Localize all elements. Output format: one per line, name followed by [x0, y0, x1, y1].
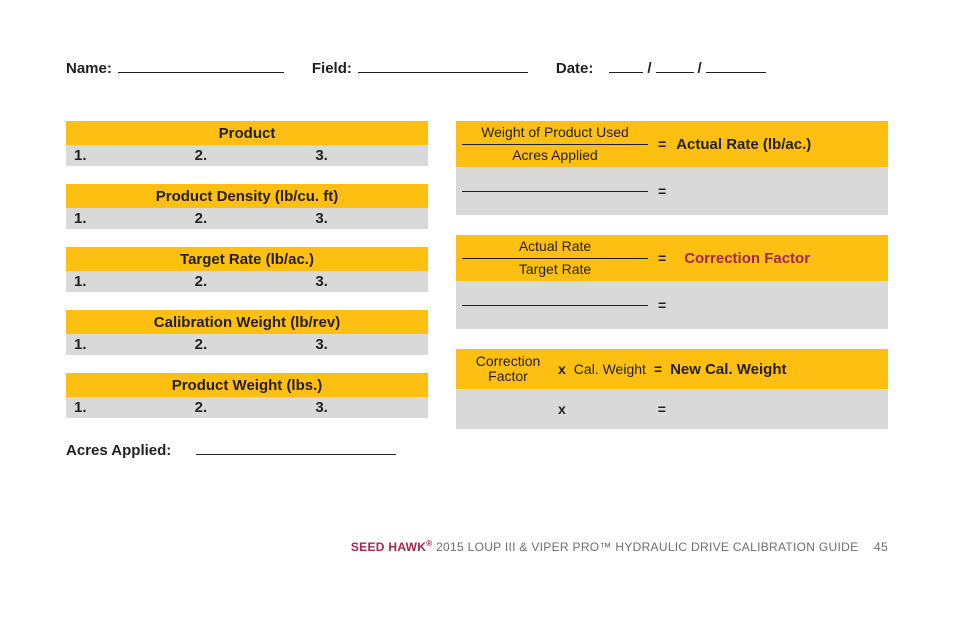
equals-sign: =	[648, 297, 676, 313]
cell[interactable]: 3.	[307, 145, 428, 166]
field-label: Field:	[312, 60, 352, 77]
cell[interactable]: 1.	[66, 397, 187, 418]
date-label: Date:	[556, 60, 594, 77]
table-header: Product Weight (lbs.)	[66, 373, 428, 397]
footer-rest: 2015 LOUP III & VIPER PRO™ HYDRAULIC DRI…	[432, 540, 858, 554]
equals-sign: =	[648, 250, 676, 266]
calc2-formula: Actual Rate Target Rate = Correction Fac…	[456, 235, 888, 281]
calc3-result-label: New Cal. Weight	[670, 361, 786, 378]
cell[interactable]: 3.	[307, 271, 428, 292]
footer: SEED HAWK® 2015 LOUP III & VIPER PRO™ HY…	[351, 539, 888, 554]
cell[interactable]: 2.	[187, 334, 308, 355]
cell[interactable]: 2.	[187, 271, 308, 292]
table-row: 1. 2. 3.	[66, 397, 428, 418]
table-header: Product	[66, 121, 428, 145]
calc2-result-label: Correction Factor	[676, 250, 810, 267]
acres-label: Acres Applied:	[66, 442, 171, 459]
calc3-middle: Cal. Weight	[574, 361, 646, 377]
calc3-left1: Correction	[476, 354, 541, 369]
header-row: Name: Field: Date: / /	[66, 60, 888, 77]
date-blank-1[interactable]	[609, 62, 643, 74]
cell[interactable]: 2.	[187, 145, 308, 166]
cell[interactable]: 2.	[187, 397, 308, 418]
cell[interactable]: 1.	[66, 145, 187, 166]
cell[interactable]: 3.	[307, 397, 428, 418]
cell[interactable]: 1.	[66, 271, 187, 292]
table-row: 1. 2. 3.	[66, 271, 428, 292]
cell[interactable]: 3.	[307, 208, 428, 229]
acres-applied-row: Acres Applied:	[66, 442, 428, 459]
name-label: Name:	[66, 60, 112, 77]
times-sign: x	[550, 361, 574, 377]
calc1-denominator: Acres Applied	[508, 145, 602, 165]
footer-brand: SEED HAWK	[351, 540, 426, 554]
equals-sign: =	[648, 136, 676, 152]
calc3-left2: Factor	[488, 369, 528, 384]
calc1-entry[interactable]: =	[456, 167, 888, 215]
table-target-rate: Target Rate (lb/ac.) 1. 2. 3.	[66, 247, 428, 292]
calc3-formula: Correction Factor x Cal. Weight = New Ca…	[456, 349, 888, 389]
calc1-numerator: Weight of Product Used	[477, 124, 633, 144]
name-blank[interactable]	[118, 62, 284, 74]
acres-blank[interactable]	[196, 444, 396, 456]
table-product-weight: Product Weight (lbs.) 1. 2. 3.	[66, 373, 428, 418]
calc2-entry[interactable]: =	[456, 281, 888, 329]
left-column: Product 1. 2. 3. Product Density (lb/cu.…	[66, 121, 428, 459]
date-sep-2: /	[694, 60, 706, 77]
calc2-denominator: Target Rate	[515, 259, 595, 279]
calc1-formula: Weight of Product Used Acres Applied = A…	[456, 121, 888, 167]
table-header: Calibration Weight (lb/rev)	[66, 310, 428, 334]
cell[interactable]: 1.	[66, 334, 187, 355]
times-sign: x	[550, 401, 574, 417]
table-row: 1. 2. 3.	[66, 208, 428, 229]
cell[interactable]: 2.	[187, 208, 308, 229]
field-blank[interactable]	[358, 62, 528, 74]
page: Name: Field: Date: / / Product 1. 2. 3. …	[0, 0, 954, 459]
calc2-numerator: Actual Rate	[515, 238, 595, 258]
equals-sign: =	[650, 401, 674, 417]
cell[interactable]: 1.	[66, 208, 187, 229]
footer-page: 45	[874, 540, 888, 554]
calc3-entry[interactable]: x =	[456, 389, 888, 429]
calc1-result-label: Actual Rate (lb/ac.)	[676, 136, 811, 153]
date-sep-1: /	[643, 60, 655, 77]
equals-sign: =	[646, 361, 670, 377]
table-density: Product Density (lb/cu. ft) 1. 2. 3.	[66, 184, 428, 229]
date-blank-3[interactable]	[706, 62, 766, 74]
table-header: Target Rate (lb/ac.)	[66, 247, 428, 271]
table-header: Product Density (lb/cu. ft)	[66, 184, 428, 208]
table-calibration-weight: Calibration Weight (lb/rev) 1. 2. 3.	[66, 310, 428, 355]
cell[interactable]: 3.	[307, 334, 428, 355]
right-column: Weight of Product Used Acres Applied = A…	[456, 121, 888, 459]
table-product: Product 1. 2. 3.	[66, 121, 428, 166]
equals-sign: =	[648, 183, 676, 199]
table-row: 1. 2. 3.	[66, 334, 428, 355]
table-row: 1. 2. 3.	[66, 145, 428, 166]
date-blank-2[interactable]	[656, 62, 694, 74]
